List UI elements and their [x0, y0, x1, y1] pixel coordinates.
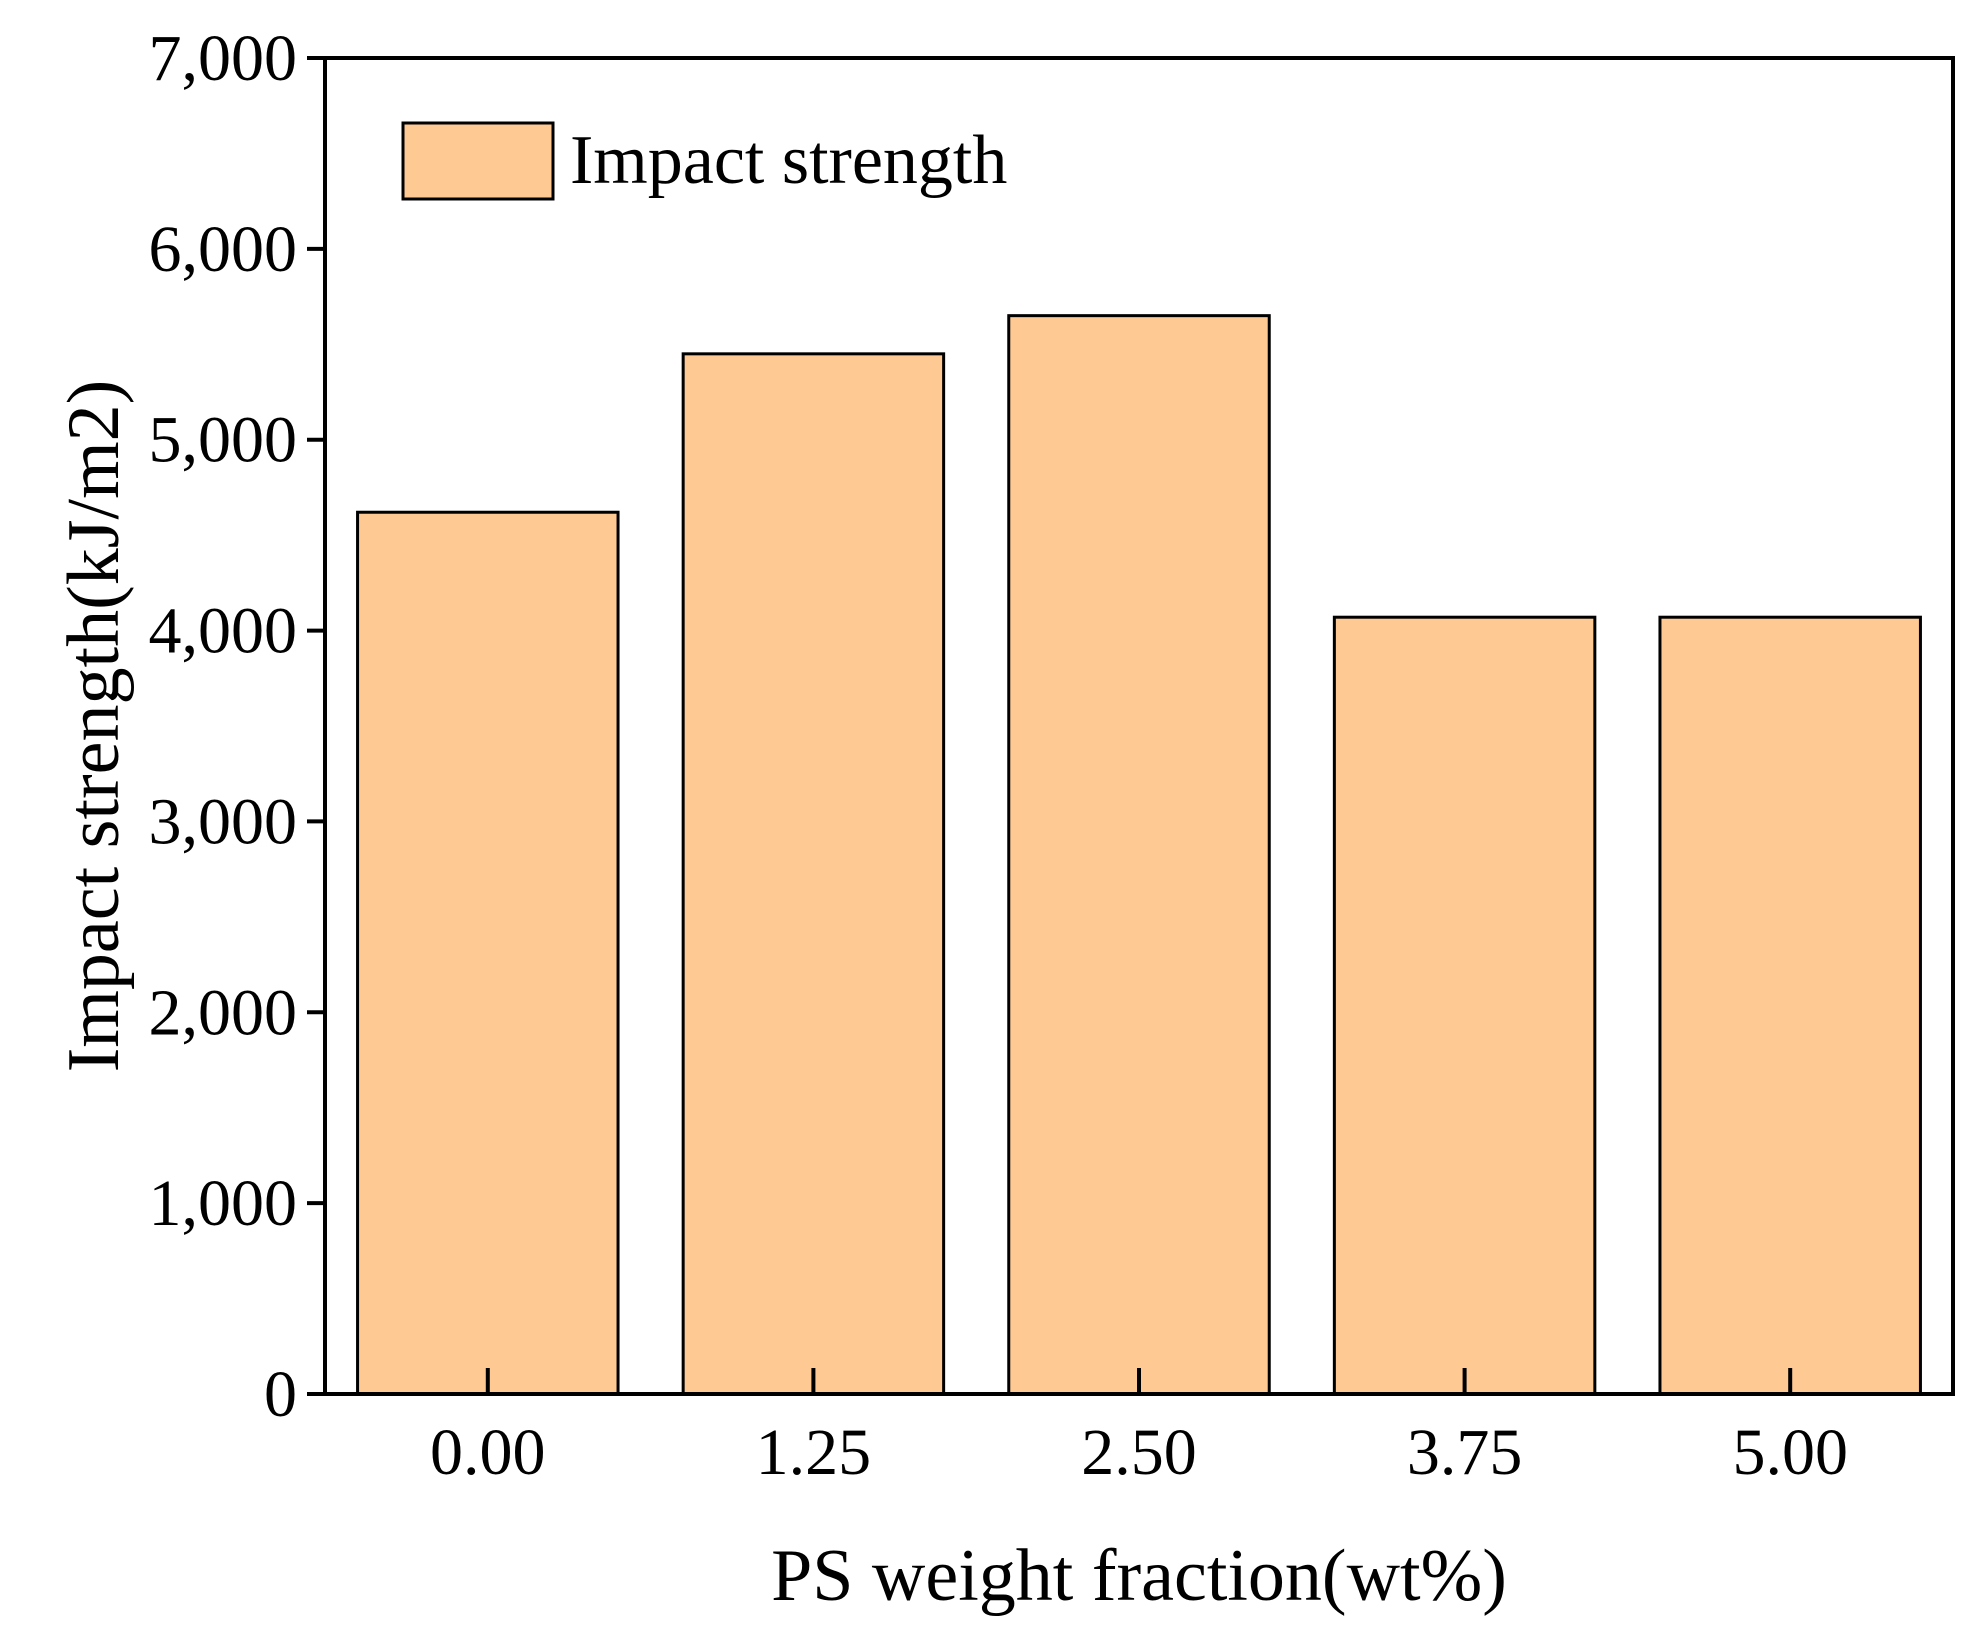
y-tick-label: 7,000	[149, 22, 298, 95]
y-axis: 0 1,000 2,000 3,000 4,000 5,000 6,000 7,000	[149, 22, 325, 1431]
x-axis-label: PS weight fraction(wt%)	[771, 1535, 1507, 1617]
y-tick-label: 3,000	[149, 785, 298, 858]
y-tick-label: 6,000	[149, 213, 298, 286]
bars-layer	[356, 314, 1922, 1396]
y-tick-label: 0	[264, 1358, 297, 1431]
bar-1.25	[681, 352, 946, 1396]
x-tick-label: 1.25	[756, 1416, 872, 1489]
bar-5.00	[1658, 615, 1922, 1396]
bar-3.75	[1332, 615, 1597, 1396]
x-tick-label: 2.50	[1081, 1416, 1197, 1489]
x-axis: 0.00 1.25 2.50 3.75 5.00	[430, 1368, 1848, 1489]
x-tick-label: 0.00	[430, 1416, 546, 1489]
y-tick-label: 1,000	[149, 1167, 298, 1240]
legend: Impact strength	[401, 121, 1007, 201]
bar-0.00	[356, 510, 620, 1396]
y-tick-label: 4,000	[149, 595, 298, 668]
y-tick-label: 2,000	[149, 976, 298, 1049]
legend-label: Impact strength	[570, 122, 1007, 199]
x-tick-label: 3.75	[1407, 1416, 1523, 1489]
x-tick-label: 5.00	[1732, 1416, 1848, 1489]
legend-swatch	[401, 121, 555, 201]
y-tick-label: 5,000	[149, 404, 298, 477]
bar-2.50	[1007, 314, 1271, 1396]
y-axis-label: Impact strength(kJ/m2)	[53, 380, 135, 1073]
